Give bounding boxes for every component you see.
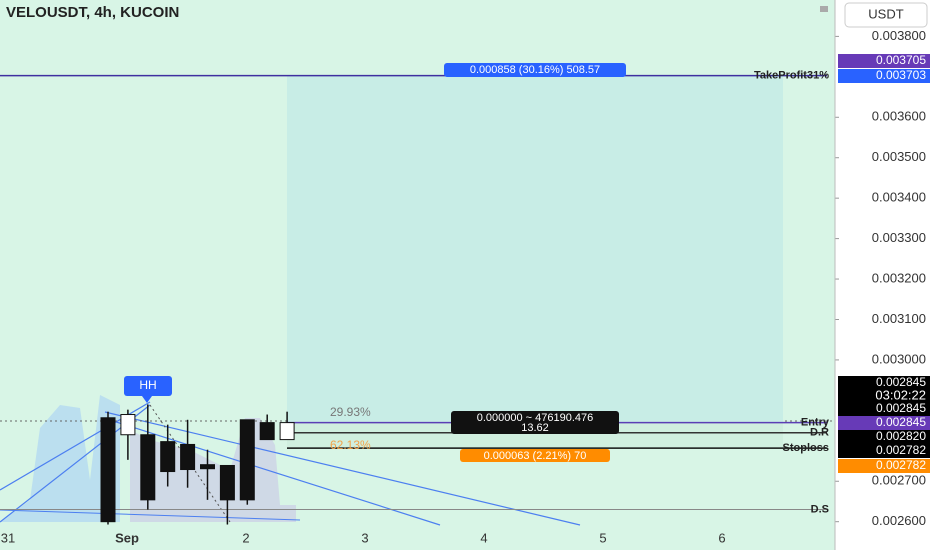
x-tick-label: 3: [361, 530, 368, 545]
x-tick-label: Sep: [115, 530, 139, 545]
x-tick-label: 2: [242, 530, 249, 545]
price-badge-label: 0.003705: [876, 53, 926, 67]
target-label: 0.000858 (30.16%) 508.57: [470, 64, 600, 76]
pattern-label: HH: [139, 378, 156, 392]
trend-line: [109, 419, 441, 526]
price-badge: [838, 416, 930, 430]
y-tick-label: 0.003000: [872, 351, 926, 366]
currency-label: USDT: [868, 6, 903, 21]
price-axis-background: [835, 0, 932, 550]
price-badge-label: 0.002782: [876, 443, 926, 457]
target-badge: [444, 63, 626, 77]
y-tick-label: 0.003300: [872, 230, 926, 245]
y-tick-label: 0.002700: [872, 473, 926, 488]
level-label: Entry: [801, 417, 830, 429]
candle-body: [120, 414, 136, 436]
y-tick-label: 0.002600: [872, 513, 926, 528]
price-badge-label: 0.002845: [876, 375, 926, 389]
candle-body: [200, 464, 215, 470]
pattern-badge: [124, 376, 172, 396]
trend-line: [104, 411, 581, 526]
y-tick-label: 0.003100: [872, 311, 926, 326]
candle-body: [239, 419, 255, 501]
x-tick-label: 5: [599, 530, 606, 545]
price-badge-label: 0.002845: [876, 401, 926, 415]
candle-body: [160, 441, 176, 473]
level-label: TakeProfit31%: [754, 70, 829, 82]
price-badge-label: 0.002782: [876, 458, 926, 472]
trend-line: [0, 509, 301, 521]
candle-body: [180, 443, 196, 471]
lower-pct: 62.13%: [330, 438, 371, 452]
upper-pct: 29.93%: [330, 405, 371, 419]
profit-zone: [287, 75, 783, 423]
menu-icon[interactable]: [820, 6, 828, 12]
volume-backdrop: [0, 395, 120, 522]
center-label: 0.000000 ~ 476190.476: [477, 412, 594, 424]
price-badge: [838, 430, 930, 444]
y-tick-label: 0.003500: [872, 149, 926, 164]
candle-body: [259, 422, 275, 441]
chart-title: VELOUSDT, 4h, KUCOIN: [6, 4, 179, 21]
price-badge: [838, 402, 930, 416]
candle-body: [219, 464, 235, 501]
level-label: D.S: [811, 503, 829, 515]
candle-body: [279, 422, 295, 441]
candle-body: [100, 417, 116, 523]
center-label: 13.62: [521, 422, 549, 434]
x-tick-label: 31: [1, 530, 15, 545]
stop-label: 0.000063 (2.21%) 70: [484, 450, 587, 462]
price-badge-label: 0.003703: [876, 68, 926, 82]
price-badge: [838, 376, 930, 402]
candle-body: [140, 434, 156, 501]
price-badge: [838, 69, 930, 83]
level-label: D.R: [810, 427, 829, 439]
currency-button[interactable]: [844, 2, 928, 28]
center-badge: [451, 411, 619, 434]
price-badge-label: 0.002820: [876, 429, 926, 443]
x-tick-label: 6: [718, 530, 725, 545]
pattern-pointer: [142, 396, 152, 403]
y-tick-label: 0.003600: [872, 109, 926, 124]
level-label: Stoploss: [783, 442, 829, 454]
price-badge: [838, 54, 930, 68]
x-tick-label: 4: [480, 530, 487, 545]
countdown: 03:02:22: [875, 387, 926, 402]
price-badge: [838, 459, 930, 473]
stop-badge: [460, 449, 610, 462]
y-tick-label: 0.003400: [872, 190, 926, 205]
y-tick-label: 0.003800: [872, 28, 926, 43]
price-badge: [838, 444, 930, 458]
y-tick-label: 0.003200: [872, 270, 926, 285]
price-badge-label: 0.002845: [876, 415, 926, 429]
